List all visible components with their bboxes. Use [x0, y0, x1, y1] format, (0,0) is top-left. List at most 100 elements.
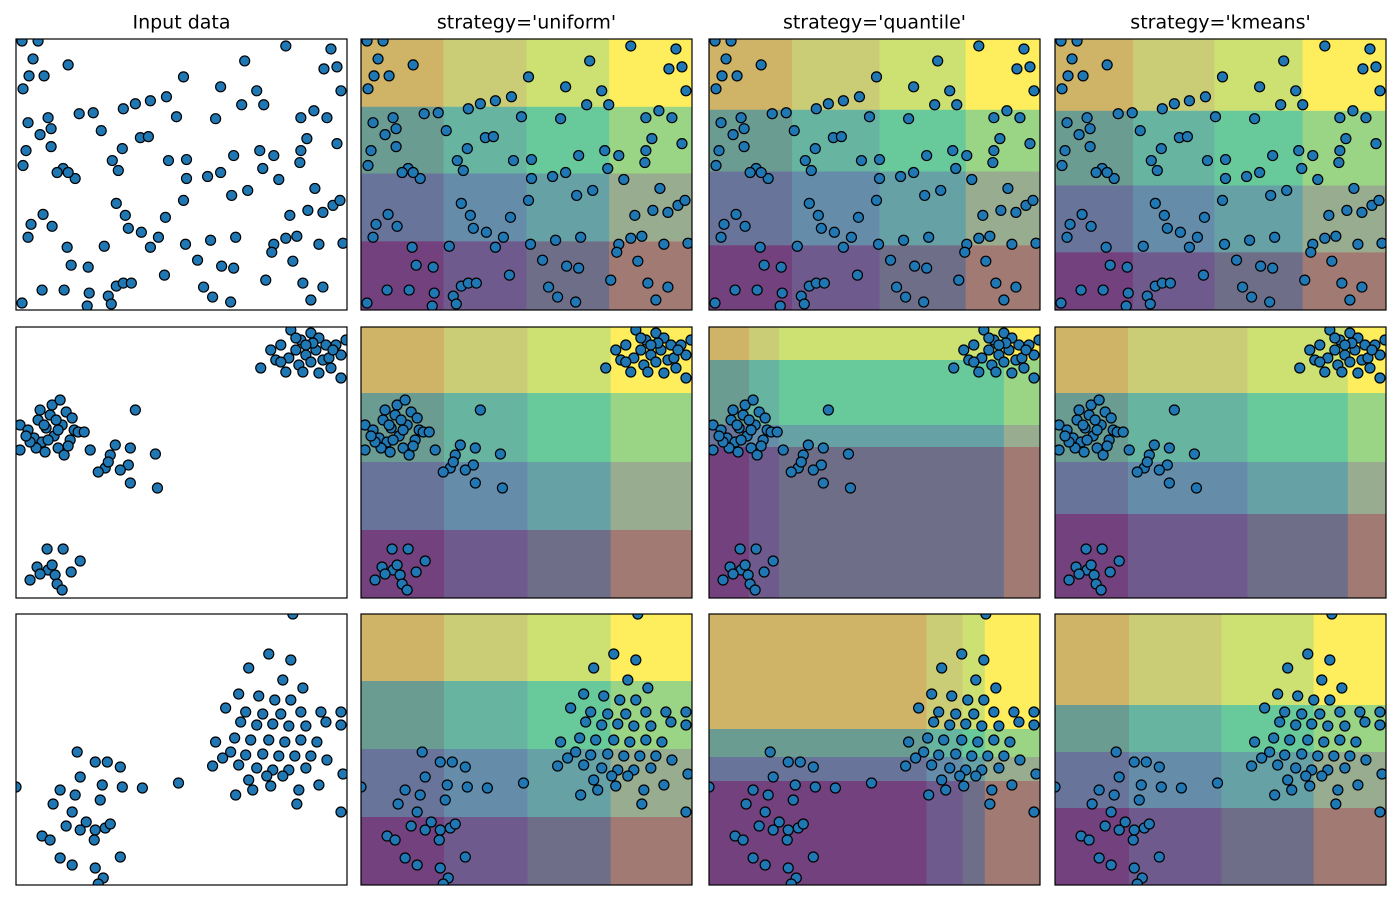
point — [787, 794, 799, 806]
point — [297, 682, 309, 694]
point — [990, 366, 1002, 378]
point — [191, 254, 204, 266]
plot-area — [16, 39, 347, 310]
point — [1077, 419, 1089, 431]
point — [680, 372, 692, 384]
point — [570, 296, 582, 308]
point — [1286, 784, 1298, 796]
point — [1002, 182, 1014, 195]
point — [110, 197, 122, 209]
point — [1219, 153, 1232, 166]
point — [1121, 261, 1133, 273]
point — [829, 782, 841, 794]
point — [1004, 736, 1016, 748]
point — [947, 144, 959, 157]
point — [764, 746, 776, 758]
point — [782, 824, 794, 836]
point — [337, 768, 347, 780]
point — [1140, 756, 1152, 768]
point — [285, 694, 297, 706]
point — [636, 798, 648, 810]
point — [928, 716, 940, 728]
panel — [708, 38, 1041, 311]
point — [83, 287, 95, 299]
point — [340, 334, 347, 346]
point — [469, 442, 481, 454]
point — [92, 878, 104, 885]
point — [82, 261, 94, 273]
point — [217, 752, 229, 764]
point — [47, 798, 59, 810]
point — [638, 784, 650, 796]
point — [1155, 781, 1167, 793]
point — [1101, 440, 1113, 452]
point — [290, 332, 302, 344]
point — [573, 149, 585, 162]
point — [437, 878, 449, 885]
point — [418, 108, 430, 120]
point — [1030, 768, 1040, 780]
point — [863, 111, 876, 123]
point — [1108, 172, 1120, 185]
point — [325, 362, 337, 374]
point — [1105, 859, 1117, 871]
point — [1126, 107, 1138, 119]
point — [117, 103, 129, 115]
point — [749, 584, 761, 596]
point — [884, 254, 897, 266]
plot-area — [1055, 327, 1386, 598]
point — [1143, 818, 1155, 830]
point — [239, 55, 251, 67]
point — [275, 708, 287, 720]
point — [998, 294, 1010, 306]
point — [144, 95, 157, 107]
point — [62, 166, 74, 179]
point — [1153, 851, 1165, 863]
point — [362, 159, 374, 172]
point — [897, 234, 910, 246]
point — [426, 300, 438, 310]
point — [402, 543, 414, 555]
point — [720, 53, 732, 65]
point — [658, 238, 670, 250]
point — [1323, 209, 1335, 221]
point — [291, 798, 303, 810]
point — [235, 716, 247, 728]
point — [978, 654, 990, 666]
point — [588, 662, 600, 674]
point — [34, 568, 46, 580]
point — [580, 716, 592, 728]
point — [642, 366, 654, 378]
point — [1245, 291, 1258, 303]
point — [855, 154, 868, 167]
point — [287, 614, 299, 620]
point — [632, 255, 644, 267]
point — [335, 706, 347, 718]
point — [642, 682, 654, 694]
point — [1359, 716, 1371, 728]
point — [961, 149, 973, 162]
point — [1304, 344, 1316, 356]
point — [197, 281, 210, 293]
point — [990, 682, 1002, 694]
point — [1093, 784, 1105, 796]
point — [1188, 448, 1201, 460]
point — [611, 246, 623, 258]
point — [1245, 760, 1258, 772]
point — [921, 149, 933, 162]
point — [1063, 574, 1075, 586]
point — [66, 412, 78, 424]
point — [978, 694, 990, 706]
point — [1278, 55, 1290, 67]
point — [1134, 125, 1146, 137]
point — [1254, 166, 1266, 179]
point — [49, 569, 61, 581]
point — [321, 754, 333, 766]
point — [433, 834, 445, 846]
point — [459, 851, 471, 863]
point — [89, 824, 101, 836]
point — [1153, 464, 1165, 476]
point — [1269, 789, 1281, 801]
point — [903, 736, 915, 748]
point — [391, 399, 403, 411]
